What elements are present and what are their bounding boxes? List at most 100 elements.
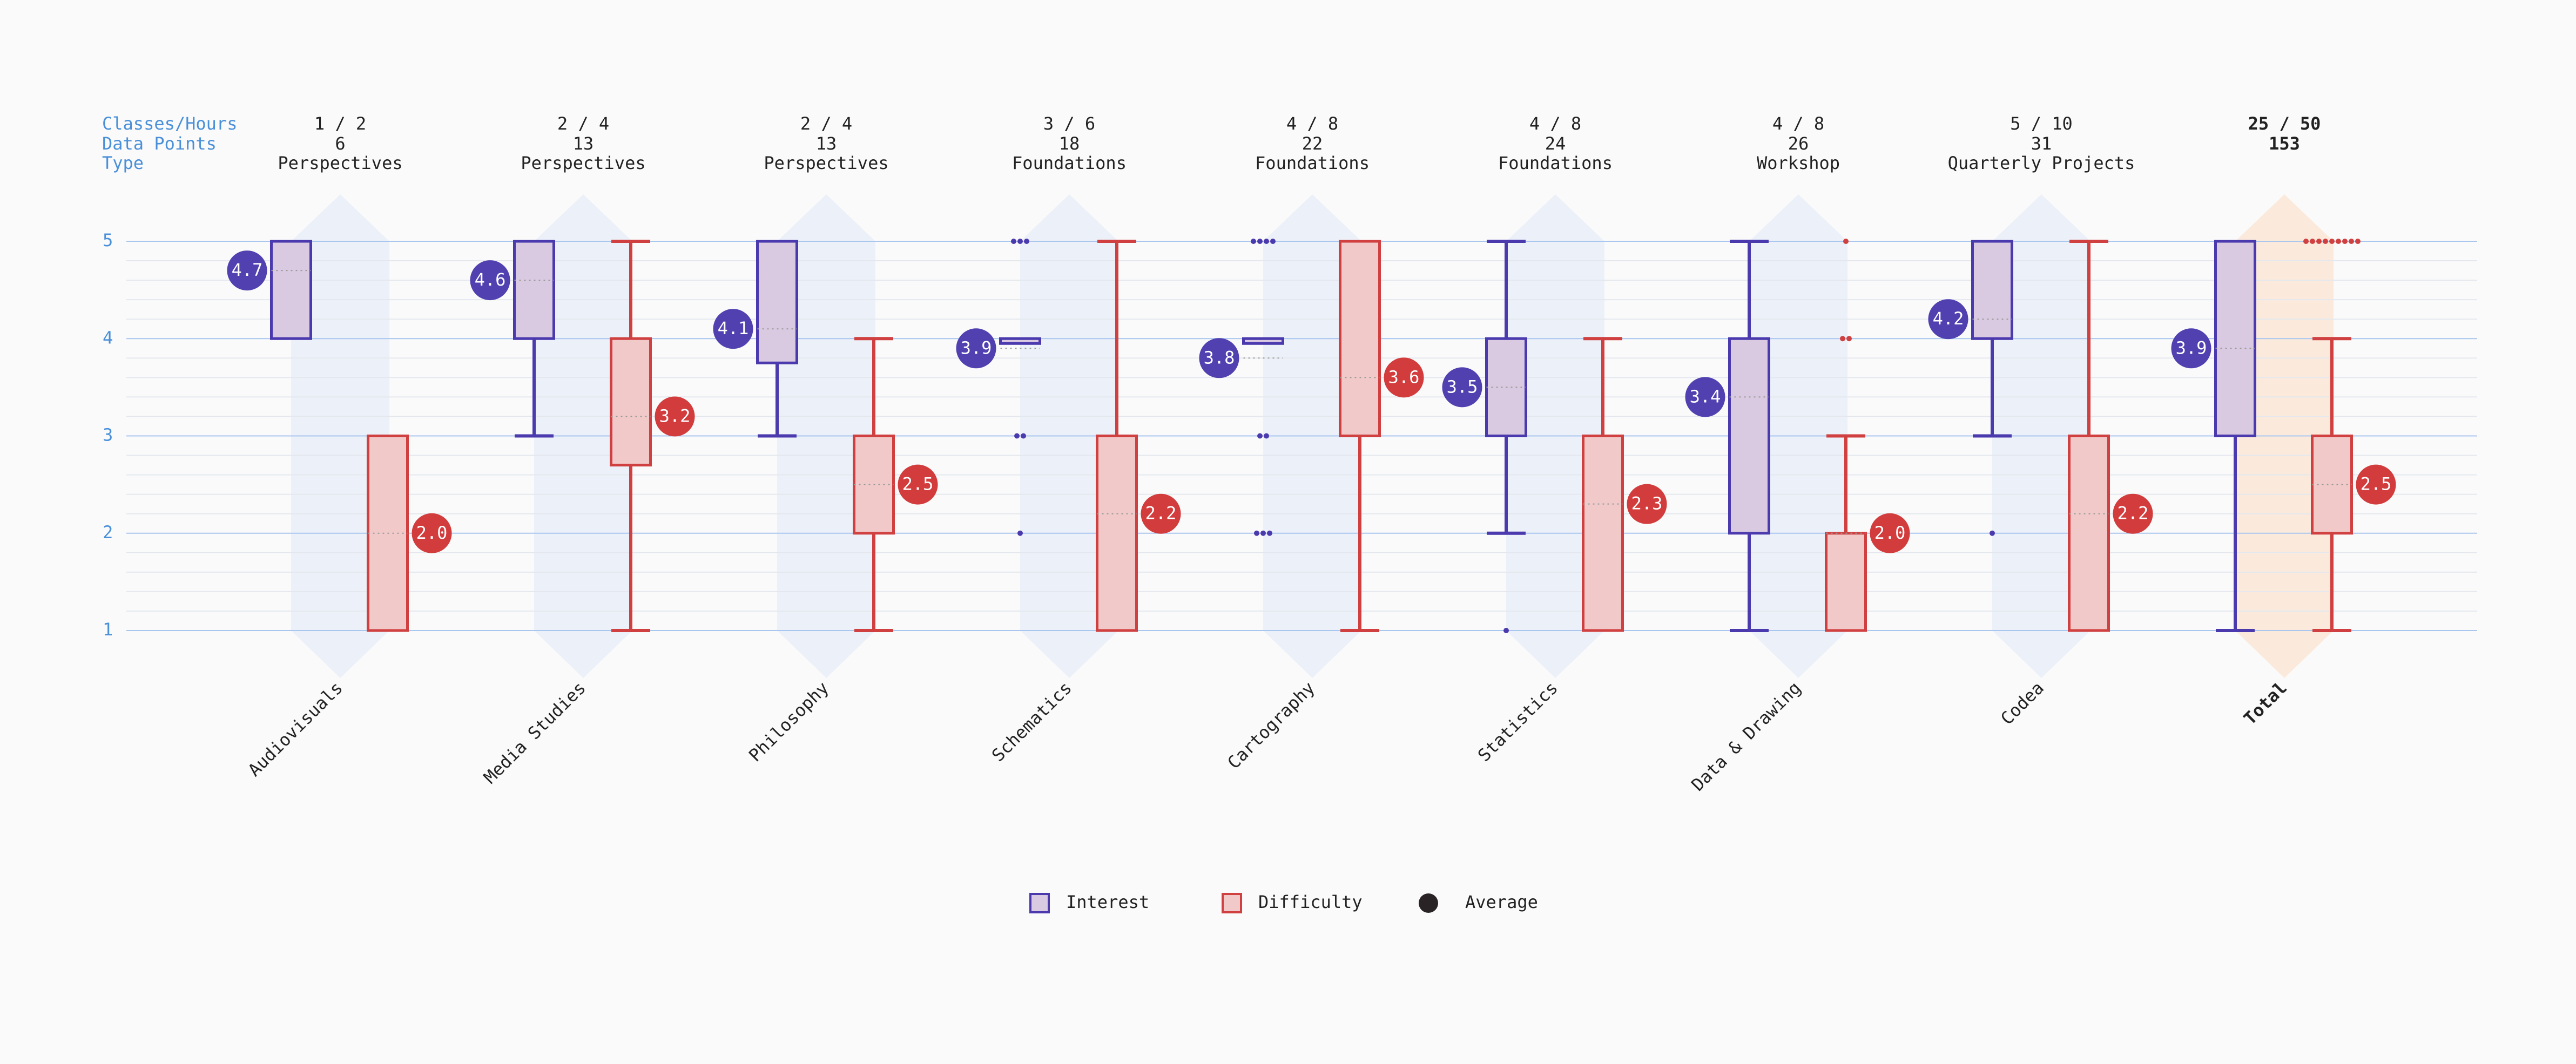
box-group: 4.2: [1928, 240, 2013, 536]
mean-marker: [412, 513, 452, 553]
box: [1339, 240, 1381, 437]
mean-marker: [2113, 493, 2153, 534]
box-group: 3.8: [1199, 239, 1284, 536]
mean-marker: [1442, 367, 1482, 408]
box: [999, 337, 1041, 345]
mean-label: 3.6: [1388, 367, 1420, 387]
y-tick-label: 5: [103, 230, 113, 250]
y-tick-label: 4: [103, 327, 113, 348]
mean-marker: [713, 309, 753, 349]
type-label: Perspectives: [278, 153, 402, 173]
classes-hours: 25 / 50: [2248, 113, 2321, 134]
mean-label: 3.8: [1204, 347, 1235, 368]
mean-marker: [2356, 464, 2396, 505]
mean-label: 2.2: [1145, 503, 1177, 524]
box-group: 3.2: [610, 240, 695, 632]
box-group: 3.4: [1685, 240, 1770, 632]
box: [1582, 435, 1624, 632]
mean-label: 3.5: [1447, 376, 1478, 397]
box-group: 2.5: [2303, 239, 2396, 632]
legend-swatch: [1029, 893, 1050, 913]
legend-label: Difficulty: [1258, 892, 1363, 912]
type-label: Foundations: [1255, 153, 1370, 173]
mean-marker: [1685, 377, 1725, 417]
mean-marker: [2171, 328, 2211, 369]
classes-hours: 5 / 10: [2010, 113, 2073, 134]
type-label: Perspectives: [764, 153, 888, 173]
mean-marker: [470, 260, 510, 301]
mean-label: 2.3: [1631, 493, 1663, 514]
outlier: [1260, 530, 1266, 536]
box-group: 4.6: [470, 240, 555, 438]
outlier: [1251, 239, 1256, 244]
data-points: 24: [1545, 133, 1566, 154]
legend-label: Average: [1465, 892, 1538, 912]
mean-label: 2.2: [2118, 503, 2149, 524]
y-tick-label: 3: [103, 425, 113, 445]
data-points: 13: [573, 133, 594, 154]
box-group: 2.5: [853, 337, 938, 632]
data-points: 153: [2269, 133, 2300, 154]
box: [756, 240, 798, 364]
mean-label: 4.6: [475, 269, 506, 290]
box: [513, 240, 555, 340]
outlier: [2355, 239, 2361, 244]
header-label: Type: [102, 153, 144, 173]
header-label: Data Points: [102, 133, 217, 154]
box-group: 3.6: [1339, 240, 1424, 632]
box: [2214, 240, 2256, 437]
box-group: 3.9: [2171, 240, 2256, 632]
box-group: 2.2: [1096, 240, 1181, 632]
outlier: [1840, 336, 1845, 342]
outlier: [2342, 239, 2348, 244]
outlier: [1011, 239, 1016, 244]
box-group: 4.7: [227, 240, 312, 340]
outlier: [1843, 239, 1849, 244]
classes-hours: 4 / 8: [1529, 113, 1581, 134]
box: [1728, 337, 1770, 535]
outlier: [2329, 239, 2335, 244]
outlier: [1014, 433, 1020, 439]
outlier: [2323, 239, 2328, 244]
outlier: [1267, 530, 1272, 536]
type-label: Workshop: [1757, 153, 1840, 173]
box: [270, 240, 312, 340]
type-label: Perspectives: [521, 153, 645, 173]
mean-marker: [1928, 299, 1968, 340]
box: [2068, 435, 2110, 632]
mean-marker: [655, 396, 695, 437]
mean-marker: [1141, 493, 1181, 534]
classes-hours: 4 / 8: [1286, 113, 1338, 134]
box-group: 4.1: [713, 240, 798, 438]
outlier: [1503, 628, 1509, 633]
classes-hours: 1 / 2: [314, 113, 366, 134]
outlier: [1024, 239, 1029, 244]
outlier: [1264, 433, 1269, 439]
outlier: [2310, 239, 2315, 244]
mean-label: 3.9: [961, 337, 992, 358]
outlier: [2316, 239, 2322, 244]
outlier: [1017, 530, 1023, 536]
mean-marker: [956, 328, 996, 369]
classes-hours: 2 / 4: [557, 113, 609, 134]
mean-label: 4.2: [1933, 308, 1964, 329]
data-points: 18: [1059, 133, 1080, 154]
type-label: Quarterly Projects: [1948, 153, 2135, 173]
mean-label: 2.0: [416, 523, 448, 543]
type-label: Foundations: [1498, 153, 1613, 173]
outlier: [1846, 336, 1852, 342]
outlier: [1257, 433, 1263, 439]
box-group: 2.3: [1582, 337, 1667, 632]
box: [1971, 240, 2013, 340]
mean-label: 4.1: [718, 318, 749, 338]
outlier: [1264, 239, 1269, 244]
outlier: [2349, 239, 2354, 244]
data-points: 31: [2031, 133, 2052, 154]
outlier: [1990, 530, 1995, 536]
outlier: [1257, 239, 1263, 244]
y-tick-label: 2: [103, 522, 113, 543]
mean-label: 3.2: [659, 405, 691, 426]
data-points: 6: [335, 133, 345, 154]
mean-label: 3.9: [2176, 337, 2207, 358]
legend-swatch: [1419, 893, 1438, 913]
